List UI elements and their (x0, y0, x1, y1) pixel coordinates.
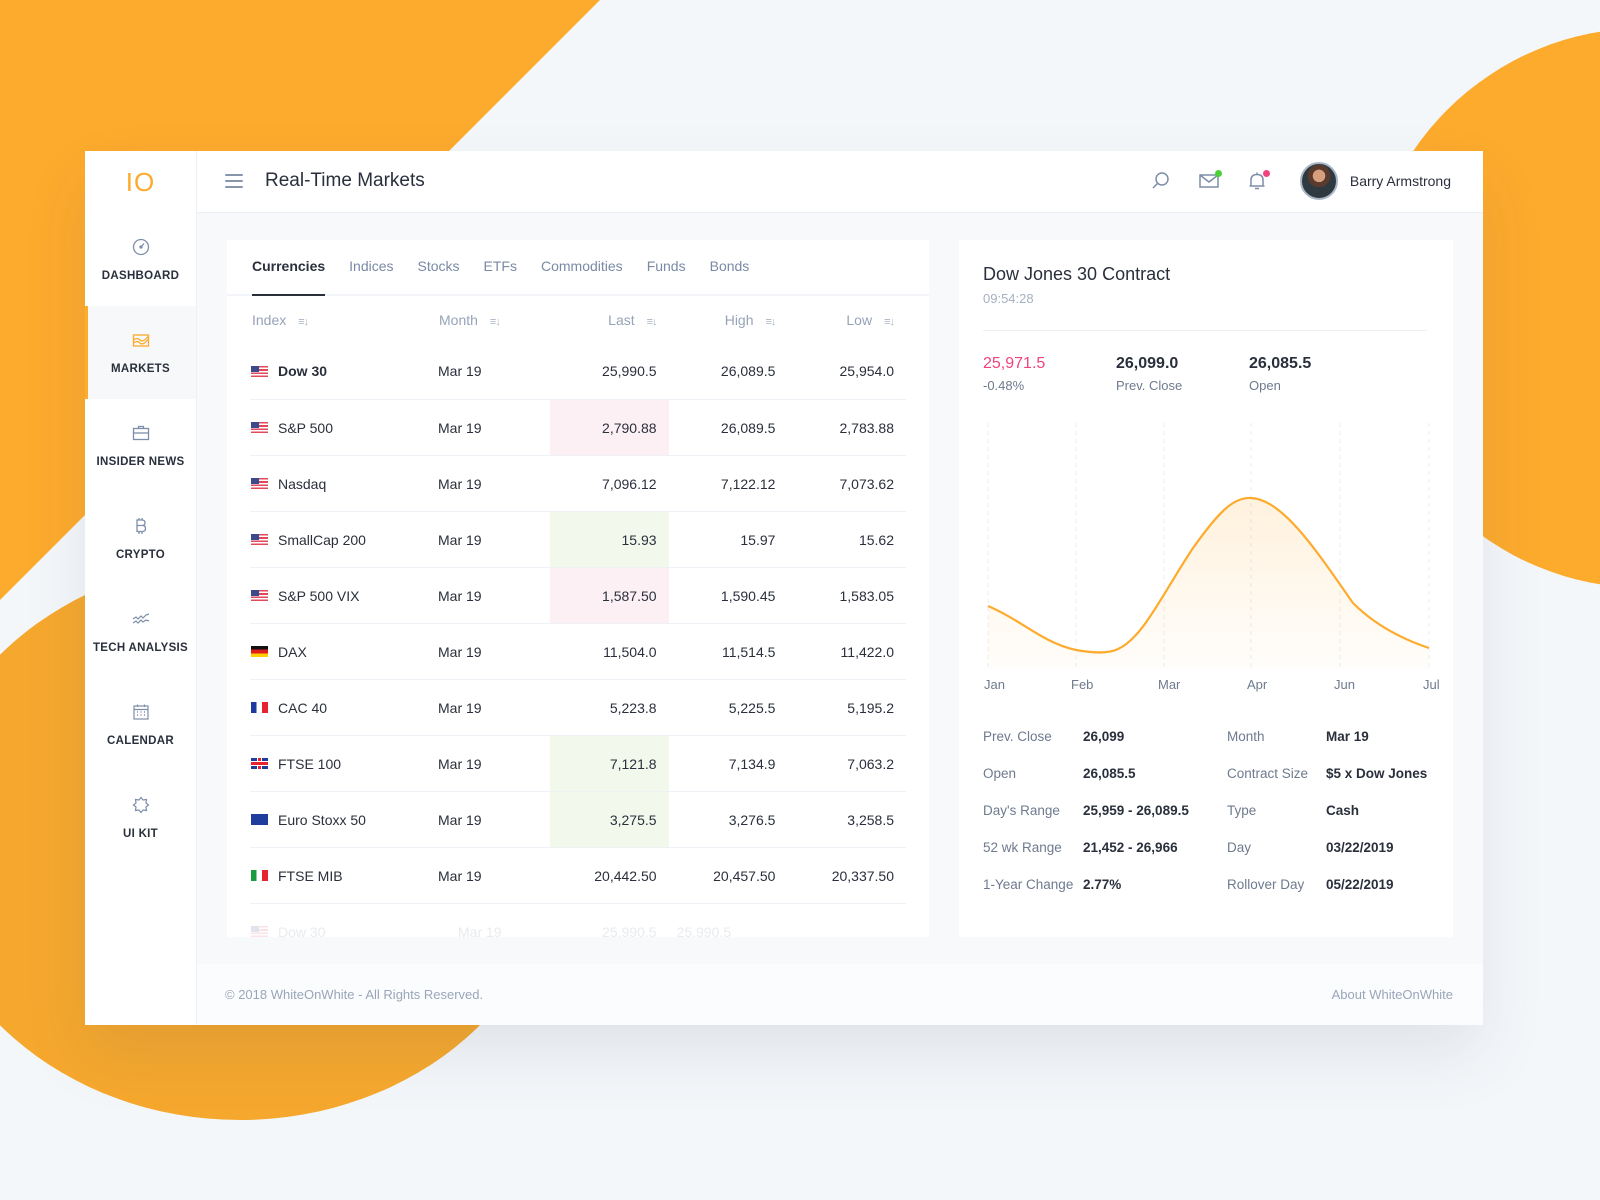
sidebar: IO DASHBOARD MARKETS INSIDER NEWS CRYPTO (85, 151, 197, 1025)
table-row-faded: Dow 30 Mar 19 25,990.5 25,990.5 (250, 903, 906, 937)
table-row[interactable]: CAC 40 Mar 19 5,223.8 5,225.5 5,195.2 (250, 679, 906, 736)
sort-icon: ≡↓ (765, 315, 777, 328)
column-header-month[interactable]: Month ≡↓ (439, 311, 501, 328)
table-row[interactable]: FTSE MIB Mar 19 20,442.50 20,457.50 20,3… (250, 847, 906, 904)
mail-unread-dot (1214, 170, 1222, 178)
logo[interactable]: IO (125, 166, 156, 197)
area-chart-icon (132, 331, 150, 349)
sort-icon: ≡↓ (646, 315, 658, 328)
tab-stocks[interactable]: Stocks (417, 257, 460, 274)
top-bar: Real-Time Markets Barry Armstrong (197, 151, 1483, 213)
table-row[interactable]: SmallCap 200 Mar 19 15.93 15.97 15.62 (250, 511, 906, 568)
notification-dot (1262, 170, 1270, 178)
stat-open: 26,085.5 Open (1249, 354, 1312, 393)
tab-funds[interactable]: Funds (646, 257, 686, 274)
puzzle-icon (132, 796, 150, 814)
contract-info-grid: Prev. Close 26,099 Month Mar 19 Open 26,… (983, 728, 1428, 892)
sort-icon: ≡↓ (489, 315, 501, 328)
markets-table-card: Currencies Indices Stocks ETFs Commoditi… (227, 239, 929, 937)
chart-x-axis: Jan Feb Mar Apr Jun Jul (984, 676, 1440, 692)
sidebar-item-calendar[interactable]: CALENDAR (85, 678, 196, 771)
table-row[interactable]: Euro Stoxx 50 Mar 19 3,275.5 3,276.5 3,2… (250, 791, 906, 848)
sidebar-item-label: CALENDAR (107, 734, 174, 747)
sidebar-item-label: CRYPTO (115, 548, 166, 561)
mail-icon (1199, 174, 1219, 188)
user-menu[interactable]: Barry Armstrong (1299, 162, 1451, 201)
italy-flag-icon (251, 870, 268, 881)
contract-detail-card: Dow Jones 30 Contract 09:54:28 25,971.5 … (959, 239, 1453, 937)
us-flag-icon (251, 478, 268, 489)
us-flag-icon (251, 926, 268, 937)
us-flag-icon (251, 422, 268, 433)
market-tabs: Currencies Indices Stocks ETFs Commoditi… (227, 240, 929, 296)
us-flag-icon (251, 365, 268, 377)
sidebar-item-label: UI KIT (122, 827, 159, 840)
column-header-last[interactable]: Last ≡↓ (608, 311, 658, 328)
avatar (1299, 162, 1338, 201)
search-button[interactable] (1150, 170, 1172, 192)
table-row[interactable]: FTSE 100 Mar 19 7,121.8 7,134.9 7,063.2 (250, 735, 906, 792)
sidebar-item-crypto[interactable]: CRYPTO (85, 492, 196, 585)
footer: © 2018 WhiteOnWhite - All Rights Reserve… (197, 963, 1483, 1025)
about-link[interactable]: About WhiteOnWhite (1331, 986, 1453, 1002)
sidebar-item-markets[interactable]: MARKETS (85, 306, 196, 399)
table-row[interactable]: S&P 500 VIX Mar 19 1,587.50 1,590.45 1,5… (250, 567, 906, 624)
contract-time: 09:54:28 (983, 290, 1034, 306)
price-area-chart[interactable]: Jan Feb Mar Apr Jun Jul (983, 413, 1440, 703)
main-area: Real-Time Markets Barry Armstrong (197, 151, 1483, 1025)
table-row[interactable]: DAX Mar 19 11,504.0 11,514.5 11,422.0 (250, 623, 906, 680)
tab-etfs[interactable]: ETFs (483, 257, 517, 274)
hamburger-menu-icon[interactable] (225, 174, 243, 189)
column-header-index[interactable]: Index ≡↓ (252, 311, 309, 328)
stat-last: 25,971.5 -0.48% (983, 354, 1046, 393)
search-icon (1152, 172, 1169, 189)
tab-currencies[interactable]: Currencies (252, 258, 326, 296)
tab-bonds[interactable]: Bonds (709, 257, 750, 274)
sidebar-item-label: MARKETS (111, 362, 170, 375)
column-header-low[interactable]: Low ≡↓ (846, 311, 895, 328)
copyright-text: © 2018 WhiteOnWhite - All Rights Reserve… (225, 986, 484, 1002)
tab-commodities[interactable]: Commodities (540, 257, 623, 274)
app-window: IO DASHBOARD MARKETS INSIDER NEWS CRYPTO (85, 151, 1483, 1025)
sort-icon: ≡↓ (298, 315, 309, 328)
stat-prev-close: 26,099.0 Prev. Close (1116, 354, 1183, 393)
wave-lines-icon (132, 610, 150, 628)
france-flag-icon (251, 702, 268, 713)
calendar-icon (132, 703, 150, 721)
table-row[interactable]: Nasdaq Mar 19 7,096.12 7,122.12 7,073.62 (250, 455, 906, 512)
sidebar-item-ui-kit[interactable]: UI KIT (85, 771, 196, 864)
bitcoin-icon (132, 517, 150, 535)
contract-title: Dow Jones 30 Contract (983, 263, 1171, 284)
page-title: Real-Time Markets (265, 170, 425, 192)
user-name: Barry Armstrong (1349, 173, 1451, 190)
us-flag-icon (251, 534, 268, 545)
briefcase-icon (132, 424, 150, 442)
uk-flag-icon (251, 758, 268, 769)
bell-icon (1249, 172, 1265, 190)
eu-flag-icon (251, 814, 268, 825)
table-row[interactable]: Dow 30 Mar 19 25,990.5 26,089.5 25,954.0 (250, 344, 906, 400)
speedometer-icon (132, 238, 150, 256)
germany-flag-icon (251, 646, 268, 657)
sidebar-item-label: DASHBOARD (101, 269, 180, 282)
sidebar-item-insider-news[interactable]: INSIDER NEWS (85, 399, 196, 492)
column-header-high[interactable]: High ≡↓ (724, 311, 777, 328)
sidebar-item-tech-analysis[interactable]: TECH ANALYSIS (85, 585, 196, 678)
content-area: Currencies Indices Stocks ETFs Commoditi… (197, 213, 1483, 937)
us-flag-icon (251, 590, 268, 601)
sidebar-item-label: INSIDER NEWS (96, 455, 185, 468)
tab-indices[interactable]: Indices (349, 257, 394, 274)
sort-icon: ≡↓ (884, 315, 895, 328)
markets-table: Index ≡↓ Month ≡↓ Last ≡↓ High ≡↓ Low ≡↓ Dow … (250, 296, 906, 937)
mail-button[interactable] (1198, 170, 1222, 192)
sidebar-item-label: TECH ANALYSIS (92, 641, 189, 654)
notifications-button[interactable] (1246, 170, 1270, 192)
table-row[interactable]: S&P 500 Mar 19 2,790.88 26,089.5 2,783.8… (250, 399, 906, 456)
contract-stats: 25,971.5 -0.48% 26,099.0 Prev. Close 26,… (983, 355, 1429, 393)
sidebar-item-dashboard[interactable]: DASHBOARD (85, 213, 196, 306)
divider (983, 329, 1427, 331)
